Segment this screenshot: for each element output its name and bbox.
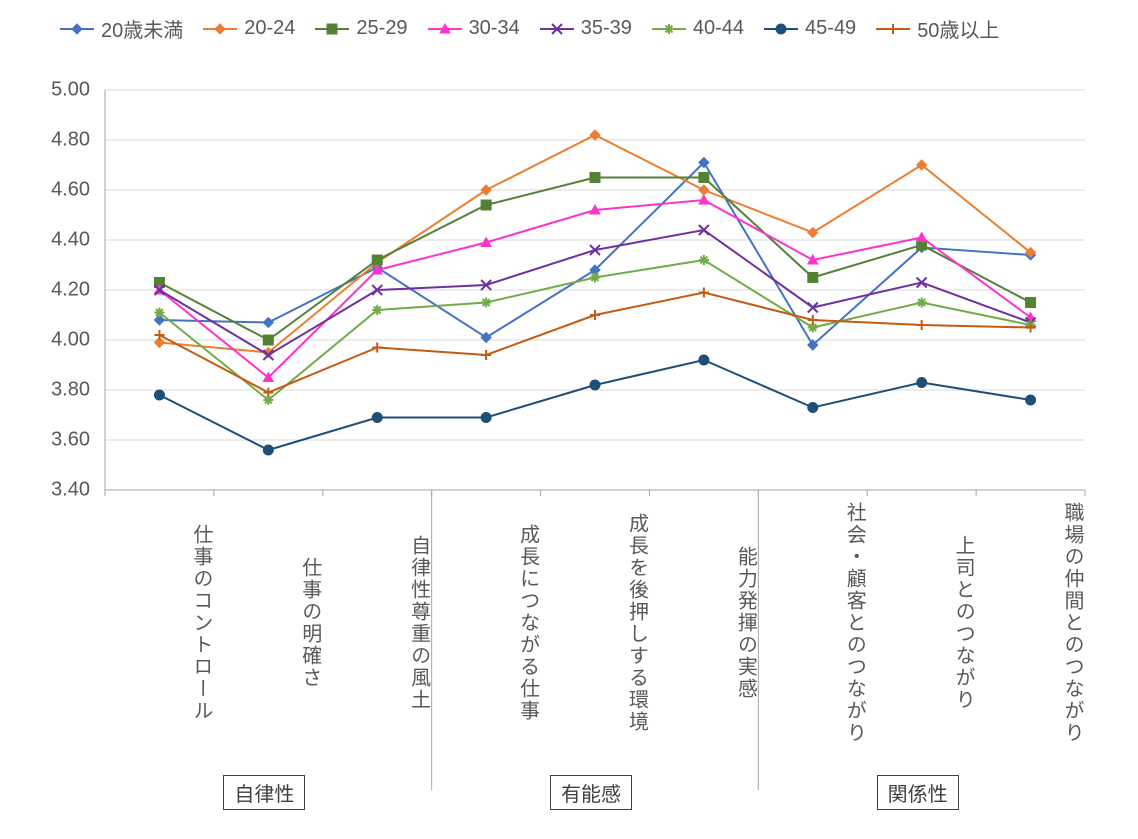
x-tick-label: 成長を後押しする環境 (541, 498, 650, 744)
category-group-box: 有能感 (550, 775, 632, 810)
y-tick-label: 4.80 (51, 129, 90, 152)
x-tick-label: 自律性尊重の風土 (323, 498, 432, 744)
legend-item: 30-34 (428, 17, 520, 40)
legend-label: 20-24 (244, 17, 295, 40)
legend-item: 25-29 (315, 17, 407, 40)
x-tick-label: 仕事のコントロール (105, 498, 214, 744)
category-group-box: 自律性 (223, 775, 305, 810)
legend-item: 20歳未満 (60, 14, 183, 43)
x-tick-label: 成長につながる仕事 (432, 498, 541, 744)
legend-marker-icon (315, 28, 349, 30)
legend: 20歳未満 20-24 25-29 30-34 35-39 40-44 45-4… (60, 14, 1118, 43)
x-tick-label: 上司とのつながり (867, 498, 976, 744)
y-tick-label: 4.60 (51, 179, 90, 202)
legend-marker-icon (428, 28, 462, 30)
y-tick-label: 3.80 (51, 379, 90, 402)
y-tick-label: 4.20 (51, 279, 90, 302)
chart-container: 20歳未満 20-24 25-29 30-34 35-39 40-44 45-4… (0, 0, 1138, 839)
legend-item: 35-39 (540, 17, 632, 40)
legend-item: 50歳以上 (876, 14, 999, 43)
legend-marker-icon (876, 28, 910, 30)
x-tick-label: 職場の仲間とのつながり (976, 498, 1085, 744)
legend-label: 20歳未満 (101, 14, 183, 43)
category-group-labels: 自律性 有能感 関係性 (105, 775, 1085, 815)
y-tick-label: 4.00 (51, 329, 90, 352)
legend-marker-icon (540, 28, 574, 30)
plot-area (105, 90, 1085, 490)
legend-item: 40-44 (652, 17, 744, 40)
x-tick-label: 能力発揮の実感 (649, 498, 758, 744)
legend-item: 20-24 (203, 17, 295, 40)
y-tick-label: 4.40 (51, 229, 90, 252)
category-group-box: 関係性 (877, 775, 959, 810)
legend-label: 30-34 (469, 17, 520, 40)
legend-marker-icon (203, 28, 237, 30)
x-tick-label: 社会・顧客とのつながり (758, 498, 867, 744)
legend-item: 45-49 (764, 17, 856, 40)
legend-marker-icon (764, 28, 798, 30)
y-axis-labels: 3.403.603.804.004.204.404.604.805.00 (0, 90, 100, 490)
legend-label: 25-29 (356, 17, 407, 40)
x-axis-labels: 仕事のコントロール仕事の明確さ自律性尊重の風土成長につながる仕事成長を後押しする… (105, 498, 1085, 744)
legend-label: 45-49 (805, 17, 856, 40)
legend-label: 35-39 (581, 17, 632, 40)
legend-marker-icon (652, 28, 686, 30)
y-tick-label: 3.40 (51, 479, 90, 502)
legend-label: 40-44 (693, 17, 744, 40)
y-tick-label: 5.00 (51, 79, 90, 102)
x-tick-label: 仕事の明確さ (214, 498, 323, 744)
legend-marker-icon (60, 28, 94, 30)
legend-label: 50歳以上 (917, 14, 999, 43)
y-tick-label: 3.60 (51, 429, 90, 452)
